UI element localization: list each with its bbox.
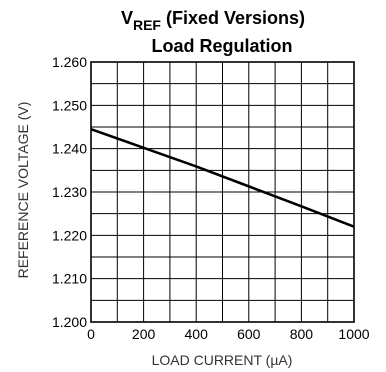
series-group bbox=[90, 127, 355, 228]
y-axis-ticks: 1.200 1.210 1.220 1.230 1.240 1.250 1.260 bbox=[52, 54, 87, 330]
chart-title-line2: Load Regulation bbox=[152, 36, 293, 56]
x-tick-label: 800 bbox=[290, 326, 314, 342]
y-tick-label: 1.260 bbox=[52, 54, 87, 70]
y-tick-label: 1.250 bbox=[52, 97, 87, 113]
chart-title-subscript: REF bbox=[133, 17, 161, 33]
grid bbox=[91, 62, 354, 322]
y-tick-label: 1.210 bbox=[52, 271, 87, 287]
chart-title-main: V bbox=[121, 8, 133, 28]
x-axis-label: LOAD CURRENT (µA) bbox=[152, 352, 293, 368]
chart-title-suffix: (Fixed Versions) bbox=[161, 8, 305, 28]
x-tick-label: 0 bbox=[87, 326, 95, 342]
y-tick-label: 1.230 bbox=[52, 184, 87, 200]
x-tick-label: 400 bbox=[185, 326, 209, 342]
x-tick-label: 600 bbox=[237, 326, 261, 342]
x-axis-ticks: 0 200 400 600 800 1000 bbox=[87, 326, 370, 342]
y-tick-label: 1.240 bbox=[52, 141, 87, 157]
chart-title-line1: VREF (Fixed Versions) bbox=[121, 8, 305, 33]
y-tick-label: 1.200 bbox=[52, 314, 87, 330]
plot-frame bbox=[90, 61, 355, 323]
y-axis-label: REFERENCE VOLTAGE (V) bbox=[15, 102, 31, 279]
x-tick-label: 1000 bbox=[338, 326, 369, 342]
series-line-0 bbox=[90, 127, 355, 228]
y-tick-label: 1.220 bbox=[52, 227, 87, 243]
x-tick-label: 200 bbox=[132, 326, 156, 342]
